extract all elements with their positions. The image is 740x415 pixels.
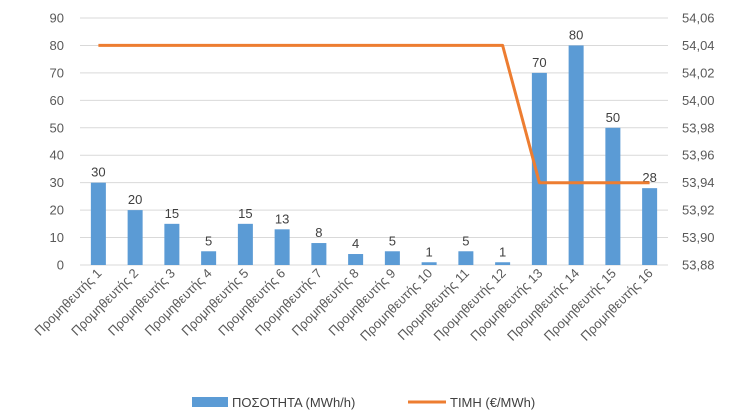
- bar: [90, 182, 106, 265]
- bar: [458, 251, 474, 265]
- bar: [274, 229, 290, 265]
- bar: [237, 223, 253, 265]
- y-right-tick-label: 53,92: [682, 203, 715, 218]
- y-right-tick-label: 53,90: [682, 230, 715, 245]
- bar-data-label: 20: [128, 192, 142, 207]
- legend-label-quantity: ΠΟΣΟΤΗΤΑ (MWh/h): [232, 395, 355, 410]
- bar: [164, 223, 180, 265]
- y-left-tick-label: 70: [50, 65, 64, 80]
- legend-swatch-quantity: [192, 397, 228, 407]
- bar-data-label: 80: [569, 27, 583, 42]
- y-left-tick-label: 30: [50, 175, 64, 190]
- y-right-tick-label: 53,98: [682, 120, 715, 135]
- y-left-tick-label: 90: [50, 11, 64, 26]
- bar-data-label: 50: [606, 110, 620, 125]
- bar: [568, 45, 584, 265]
- y-right-tick-label: 54,02: [682, 65, 715, 80]
- y-left-tick-label: 10: [50, 230, 64, 245]
- price-line: [98, 43, 650, 185]
- bar-data-label: 1: [499, 244, 506, 259]
- y-right-tick-label: 54,00: [682, 93, 715, 108]
- y-left-tick-label: 80: [50, 38, 64, 53]
- y-right-tick-label: 53,96: [682, 148, 715, 163]
- bar-data-label: 4: [352, 236, 359, 251]
- y-right-tick-label: 54,04: [682, 38, 715, 53]
- y-right-tick-label: 54,06: [682, 11, 715, 26]
- y-right-tick-label: 53,94: [682, 175, 715, 190]
- bar-data-label: 13: [275, 211, 289, 226]
- bar: [495, 262, 511, 265]
- bar-data-label: 1: [426, 244, 433, 259]
- legend-label-price: ΤΙΜΗ (€/MWh): [450, 395, 535, 410]
- bar: [201, 251, 217, 265]
- bar-data-label: 8: [315, 225, 322, 240]
- bar-data-label: 70: [532, 55, 546, 70]
- bar: [127, 210, 143, 265]
- bar-data-label: 15: [238, 206, 252, 221]
- bar: [421, 262, 437, 265]
- y-right-tick-label: 53,88: [682, 258, 715, 273]
- bar: [531, 72, 547, 265]
- bar: [642, 188, 658, 265]
- y-left-tick-label: 20: [50, 203, 64, 218]
- y-left-tick-label: 40: [50, 148, 64, 163]
- bar: [605, 127, 621, 266]
- bar-data-label: 5: [389, 233, 396, 248]
- y-left-tick-label: 0: [57, 258, 64, 273]
- y-left-tick-label: 60: [50, 93, 64, 108]
- bar-data-label: 5: [205, 233, 212, 248]
- bar-data-label: 15: [165, 206, 179, 221]
- bar: [311, 243, 327, 265]
- bar: [348, 254, 364, 265]
- bar-data-label: 5: [462, 233, 469, 248]
- bar-data-label: 30: [91, 165, 105, 180]
- y-left-tick-label: 50: [50, 120, 64, 135]
- bar: [384, 251, 400, 265]
